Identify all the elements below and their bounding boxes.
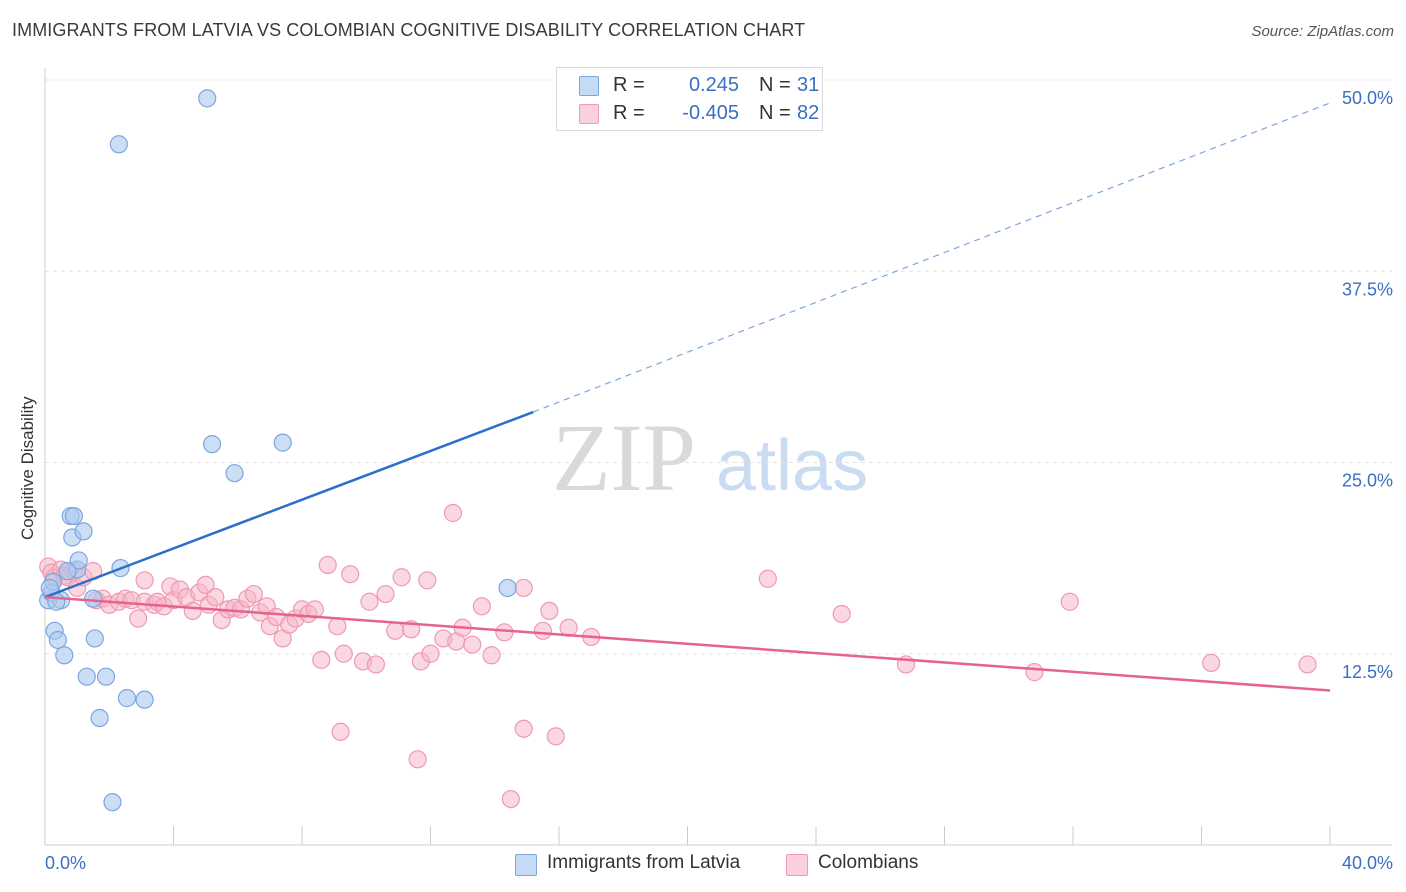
point-latvia [84, 589, 103, 608]
legend-swatch-blue [579, 76, 599, 96]
legend-swatch-pink [786, 854, 808, 876]
stats-legend: R = 0.245 N = 31 R = -0.405 N = 82 [556, 67, 823, 131]
point-colombians [1060, 592, 1079, 611]
point-colombians [514, 578, 533, 598]
point-colombians [514, 719, 533, 738]
point-colombians [1298, 655, 1317, 674]
point-latvia [74, 522, 93, 541]
point-colombians [376, 584, 395, 604]
point-latvia [198, 89, 217, 108]
point-latvia [58, 562, 77, 581]
legend-r-label: R = [613, 102, 645, 124]
point-colombians [328, 617, 347, 636]
point-latvia [90, 708, 109, 728]
legend-n-value: 82 [797, 102, 820, 124]
legend-swatch-pink [579, 104, 599, 124]
point-colombians [1202, 653, 1221, 673]
point-colombians [418, 571, 437, 590]
watermark: ZIP atlas [552, 404, 868, 511]
point-colombians [331, 722, 350, 741]
point-colombians [129, 609, 148, 628]
point-latvia [85, 629, 104, 648]
point-latvia [273, 433, 292, 452]
point-latvia [109, 135, 128, 154]
x-tick-label-min: 0.0% [45, 853, 86, 873]
point-colombians [758, 569, 777, 588]
point-colombians [392, 568, 411, 587]
point-colombians [1025, 663, 1044, 682]
legend-n-label: N = [759, 102, 791, 124]
legend-label-colombians: Colombians [818, 852, 919, 873]
point-colombians [501, 789, 520, 809]
point-colombians [318, 555, 337, 575]
point-latvia [135, 690, 154, 709]
legend-label-latvia: Immigrants from Latvia [547, 852, 741, 873]
point-colombians [135, 571, 154, 590]
point-latvia [96, 667, 116, 686]
legend-n-label: N = [759, 74, 791, 96]
point-colombians [421, 644, 440, 663]
trend-line-latvia [44, 410, 534, 599]
point-colombians [386, 621, 405, 640]
watermark-atlas: atlas [716, 426, 868, 506]
point-latvia [103, 793, 122, 812]
point-latvia [77, 667, 96, 686]
point-colombians [472, 597, 491, 616]
point-colombians [366, 655, 385, 674]
point-colombians [206, 588, 225, 607]
point-colombians [540, 601, 559, 621]
chart-title: IMMIGRANTS FROM LATVIA VS COLOMBIAN COGN… [12, 20, 806, 40]
point-colombians [443, 503, 463, 523]
point-colombians [244, 584, 263, 604]
point-colombians [482, 646, 501, 665]
point-colombians [546, 727, 565, 746]
y-tick-label: 12.5% [1342, 662, 1393, 682]
y-tick-label: 25.0% [1342, 471, 1393, 491]
legend-r-value: 0.245 [688, 74, 739, 96]
point-latvia [55, 646, 74, 665]
legend-n-value: 31 [797, 74, 820, 96]
legend-r-label: R = [613, 74, 645, 96]
trend-line-latvia-extension [533, 102, 1331, 413]
y-tick-label: 37.5% [1342, 279, 1393, 299]
legend-r-value: -0.405 [682, 102, 739, 124]
point-latvia [64, 506, 84, 526]
point-colombians [334, 644, 353, 663]
point-colombians [183, 601, 202, 621]
legend-swatch-blue [515, 854, 537, 876]
point-latvia [117, 689, 137, 708]
x-tick-label-max: 40.0% [1342, 853, 1393, 873]
point-latvia [225, 464, 244, 483]
watermark-zip: ZIP [552, 404, 696, 511]
point-latvia [69, 551, 88, 570]
point-colombians [360, 592, 379, 611]
point-latvia [48, 630, 67, 650]
point-latvia [498, 578, 517, 598]
point-latvia [202, 435, 222, 454]
point-colombians [341, 565, 360, 584]
point-colombians [533, 621, 553, 640]
point-colombians [463, 635, 482, 654]
point-colombians [312, 650, 331, 669]
point-colombians [408, 750, 427, 769]
trend-line-colombians [44, 595, 1331, 692]
y-tick-label: 50.0% [1342, 88, 1393, 108]
point-colombians [196, 575, 215, 595]
point-colombians [495, 623, 514, 642]
point-colombians [832, 604, 851, 624]
chart-source: Source: ZipAtlas.com [1251, 23, 1394, 40]
